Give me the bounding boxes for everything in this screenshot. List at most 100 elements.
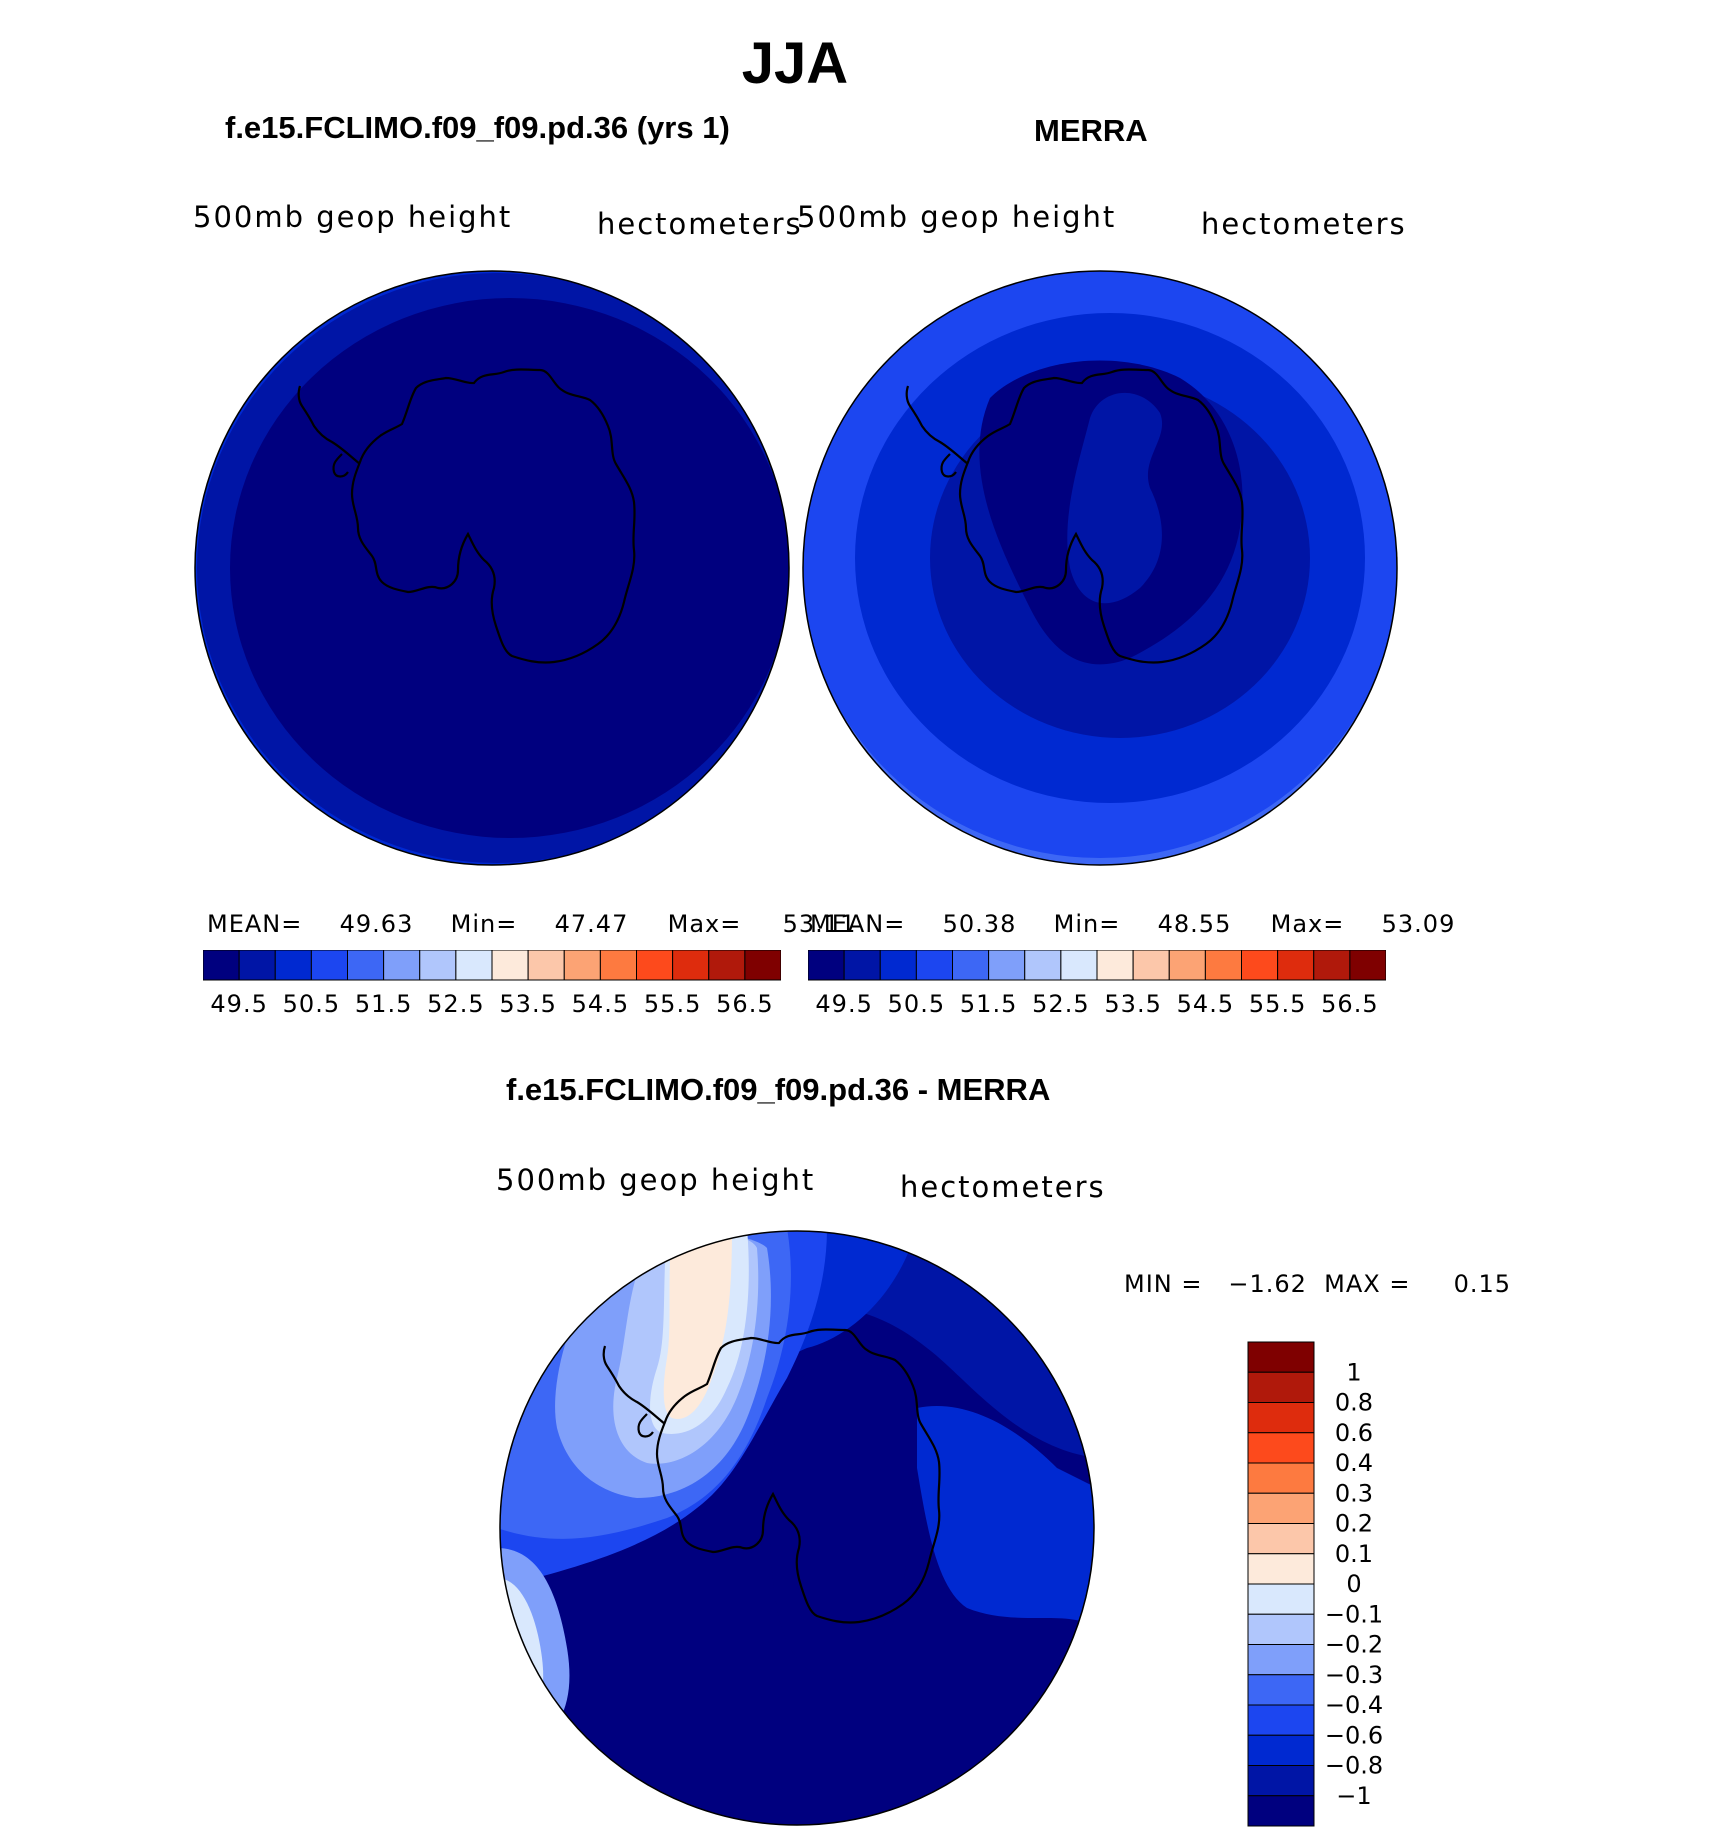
- colorbar-tick-label: 0.4: [1335, 1449, 1373, 1477]
- colorbar-swatch: [952, 950, 990, 981]
- colorbar-swatch: [1204, 950, 1242, 981]
- model-mean-label: MEAN=: [207, 910, 303, 938]
- colorbar-swatch: [1168, 950, 1206, 981]
- colorbar-swatch: [808, 950, 845, 981]
- obs-stats-line: MEAN= 50.38 Min= 48.55 Max= 53.09: [810, 910, 1455, 938]
- colorbar-swatch: [599, 950, 637, 981]
- colorbar-tick-label: 51.5: [960, 990, 1017, 1018]
- colorbar-swatch: [1024, 950, 1062, 981]
- island-path: [332, 453, 349, 478]
- colorbar-tick-label: 50.5: [283, 990, 340, 1018]
- colorbar-tick-label: −0.8: [1325, 1752, 1383, 1780]
- coastline-path: [958, 368, 1244, 664]
- map-boundary: [499, 1230, 1095, 1826]
- colorbar-tick-label: 52.5: [427, 990, 484, 1018]
- colorbar-tick-label: 54.5: [1177, 990, 1234, 1018]
- colorbar-tick-label: 0.8: [1335, 1389, 1373, 1417]
- colorbar-swatch: [1277, 950, 1315, 981]
- colorbar-swatch: [274, 950, 312, 981]
- model-colorbar: 49.5 50.5 51.5 52.5 53.5 54.5 55.5 56.5: [203, 950, 781, 1018]
- difference-contour-fill: [500, 1231, 1094, 1825]
- contour-level: [230, 298, 789, 838]
- model-mean-value: 49.63: [339, 910, 414, 938]
- model-min-value: 47.47: [554, 910, 629, 938]
- colorbar-swatch: [1247, 1795, 1315, 1827]
- difference-case-title: f.e15.FCLIMO.f09_f09.pd.36 - MERRA: [506, 1072, 1051, 1107]
- colorbar-tick-label: 0: [1346, 1570, 1361, 1598]
- model-max-label: Max=: [667, 910, 742, 938]
- colorbar-swatch: [563, 950, 601, 981]
- colorbar-swatch: [1247, 1553, 1315, 1585]
- colorbar-tick-label: 55.5: [1249, 990, 1306, 1018]
- obs-variable-label: 500mb geop height: [797, 200, 1117, 234]
- coastline-path: [350, 368, 636, 664]
- coastline-path: [655, 1328, 941, 1624]
- difference-minmax: MIN = −1.62 MAX = 0.15: [1124, 1270, 1512, 1298]
- colorbar-tick-label: −0.1: [1325, 1600, 1383, 1628]
- obs-colorbar: 49.5 50.5 51.5 52.5 53.5 54.5 55.5 56.5: [808, 950, 1386, 1018]
- colorbar-tick-label: 49.5: [815, 990, 872, 1018]
- colorbar-tick-label: 54.5: [572, 990, 629, 1018]
- colorbar-swatch: [636, 950, 674, 981]
- colorbar-tick-label: 56.5: [716, 990, 773, 1018]
- map-boundary: [802, 270, 1398, 866]
- colorbar-swatch: [879, 950, 917, 981]
- peninsula-path: [602, 1345, 666, 1425]
- colorbar-swatch: [347, 950, 385, 981]
- model-stats-line: MEAN= 49.63 Min= 47.47 Max= 53.11: [207, 910, 856, 938]
- colorbar-swatch: [527, 950, 565, 981]
- obs-contour-fill: [803, 271, 1397, 865]
- colorbar-swatch: [1247, 1674, 1315, 1706]
- colorbar-swatch: [1247, 1734, 1315, 1766]
- colorbar-swatch: [1349, 950, 1386, 981]
- obs-polar-map: [802, 270, 1398, 866]
- colorbar-tick-label: 53.5: [1104, 990, 1161, 1018]
- difference-units-label: hectometers: [900, 1170, 1106, 1204]
- obs-max-label: Max=: [1270, 910, 1345, 938]
- colorbar-swatch: [1247, 1644, 1315, 1676]
- colorbar-swatch: [203, 950, 240, 981]
- island-path: [637, 1413, 654, 1438]
- model-case-title: f.e15.FCLIMO.f09_f09.pd.36 (yrs 1): [225, 110, 730, 145]
- colorbar-tick-label: 1: [1346, 1358, 1361, 1386]
- antarctica-coastline: [905, 368, 1244, 664]
- colorbar-tick-label: 51.5: [355, 990, 412, 1018]
- colorbar-tick-label: −0.2: [1325, 1631, 1383, 1659]
- colorbar-swatch: [1247, 1492, 1315, 1524]
- colorbar-swatch: [1247, 1613, 1315, 1645]
- colorbar-tick-label: 53.5: [499, 990, 556, 1018]
- colorbar-tick-label: 0.6: [1335, 1419, 1373, 1447]
- colorbar-swatch: [455, 950, 493, 981]
- obs-units-label: hectometers: [1201, 207, 1407, 241]
- colorbar-swatch: [915, 950, 953, 981]
- model-max-value: 53.11: [782, 910, 857, 938]
- colorbar-swatch: [491, 950, 529, 981]
- colorbar-swatch: [1247, 1704, 1315, 1736]
- model-variable-label: 500mb geop height: [193, 200, 513, 234]
- colorbar-tick-label: 52.5: [1032, 990, 1089, 1018]
- model-contour-fill: [195, 271, 789, 865]
- colorbar-swatch: [238, 950, 276, 981]
- colorbar-tick-label: 50.5: [888, 990, 945, 1018]
- colorbar-swatch: [672, 950, 710, 981]
- island-path: [940, 453, 957, 478]
- colorbar-swatch: [1247, 1432, 1315, 1464]
- obs-mean-label: MEAN=: [810, 910, 906, 938]
- colorbar-tick-label: 56.5: [1321, 990, 1378, 1018]
- model-min-label: Min=: [450, 910, 518, 938]
- difference-polar-map: [499, 1230, 1095, 1826]
- colorbar-swatch: [1060, 950, 1098, 981]
- colorbar-tick-label: −0.4: [1325, 1691, 1383, 1719]
- colorbar-tick-label: 49.5: [210, 990, 267, 1018]
- obs-mean-value: 50.38: [942, 910, 1017, 938]
- colorbar-tick-label: −0.6: [1325, 1721, 1383, 1749]
- colorbar-swatch: [1247, 1341, 1315, 1373]
- difference-colorbar: 1 0.80.60.40.3 0.20.10−0.1 −0.2−0.3−0.4−0.6…: [1247, 1341, 1383, 1827]
- obs-case-title: MERRA: [1034, 113, 1148, 148]
- colorbar-tick-label: 55.5: [644, 990, 701, 1018]
- colorbar-swatch: [1247, 1402, 1315, 1434]
- colorbar-swatch: [1096, 950, 1134, 981]
- colorbar-tick-label: 0.1: [1335, 1540, 1373, 1568]
- antarctica-coastline: [602, 1328, 941, 1624]
- model-units-label: hectometers: [597, 207, 803, 241]
